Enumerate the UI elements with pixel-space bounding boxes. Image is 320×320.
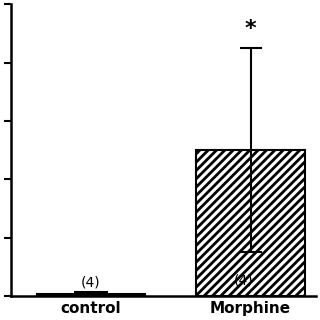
Bar xyxy=(36,294,145,296)
Text: *: * xyxy=(245,19,256,39)
Text: (4): (4) xyxy=(234,273,253,287)
Text: (4): (4) xyxy=(81,275,101,289)
Bar xyxy=(196,150,305,296)
